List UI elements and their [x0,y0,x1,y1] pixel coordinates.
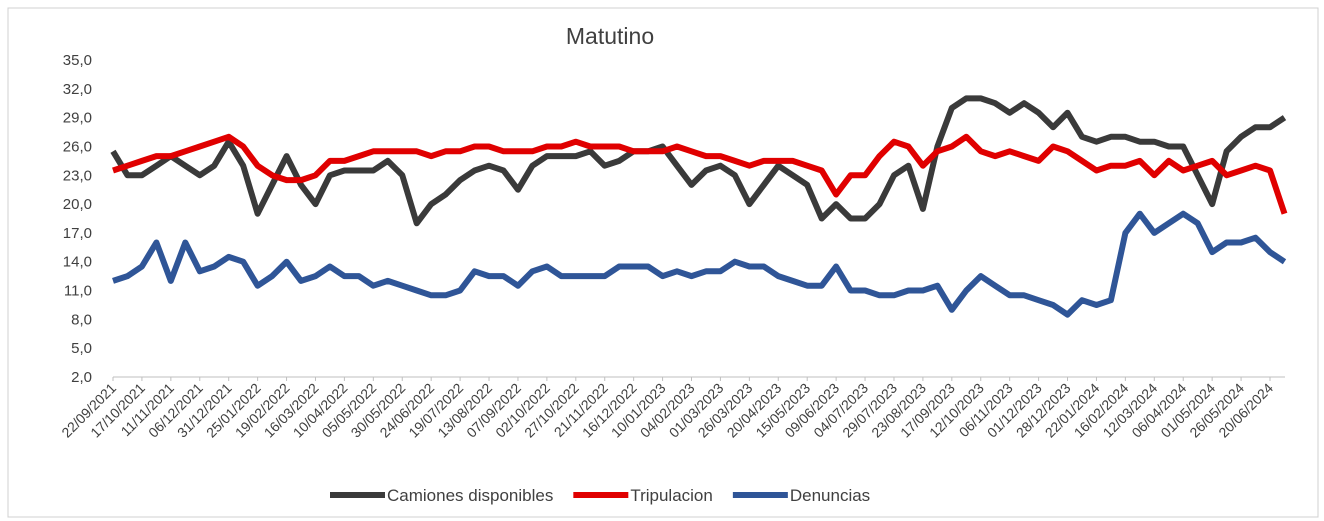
y-tick-label: 29,0 [63,110,92,127]
y-tick-label: 5,0 [71,340,92,357]
y-tick-label: 23,0 [63,167,92,184]
y-tick-label: 11,0 [64,283,92,300]
legend-label: Denuncias [790,486,870,505]
y-tick-label: 32,0 [63,81,92,98]
chart-title: Matutino [566,23,654,49]
series-line [112,210,1287,318]
y-tick-label: 20,0 [63,196,92,213]
y-tick-label: 26,0 [63,138,92,155]
chart-frame [7,7,1319,518]
y-tick-label: 2,0 [71,369,92,386]
y-tick-label: 17,0 [63,225,92,242]
legend-label: Camiones disponibles [387,486,553,505]
legend-label: Tripulacion [630,486,713,505]
y-tick-label: 8,0 [71,311,92,328]
series-line [110,95,1287,227]
y-tick-label: 14,0 [63,254,92,271]
y-tick-label: 35,0 [63,52,92,69]
series-line [112,133,1288,215]
